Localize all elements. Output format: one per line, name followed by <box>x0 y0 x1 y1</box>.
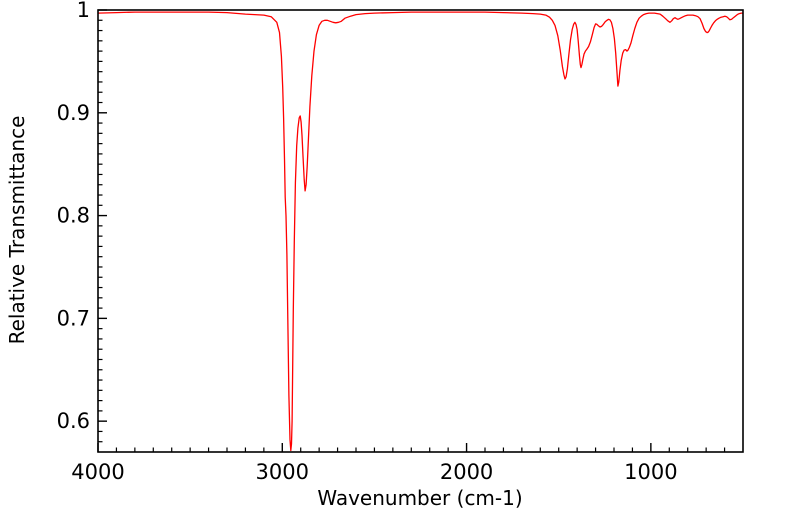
y-tick-label: 1 <box>77 0 90 22</box>
x-tick-label: 2000 <box>440 460 493 484</box>
y-tick-label: 0.9 <box>57 101 90 125</box>
y-axis-label: Relative Transmittance <box>5 115 29 345</box>
y-tick-label: 0.6 <box>57 409 90 433</box>
x-tick-label: 4000 <box>71 460 124 484</box>
x-tick-label: 1000 <box>624 460 677 484</box>
x-axis-label: Wavenumber (cm-1) <box>317 486 523 510</box>
x-tick-label: 3000 <box>256 460 309 484</box>
spectrum-line <box>97 11 743 452</box>
y-tick-label: 0.8 <box>57 204 90 228</box>
plot-border <box>97 9 744 453</box>
y-tick-label: 0.7 <box>57 306 90 330</box>
